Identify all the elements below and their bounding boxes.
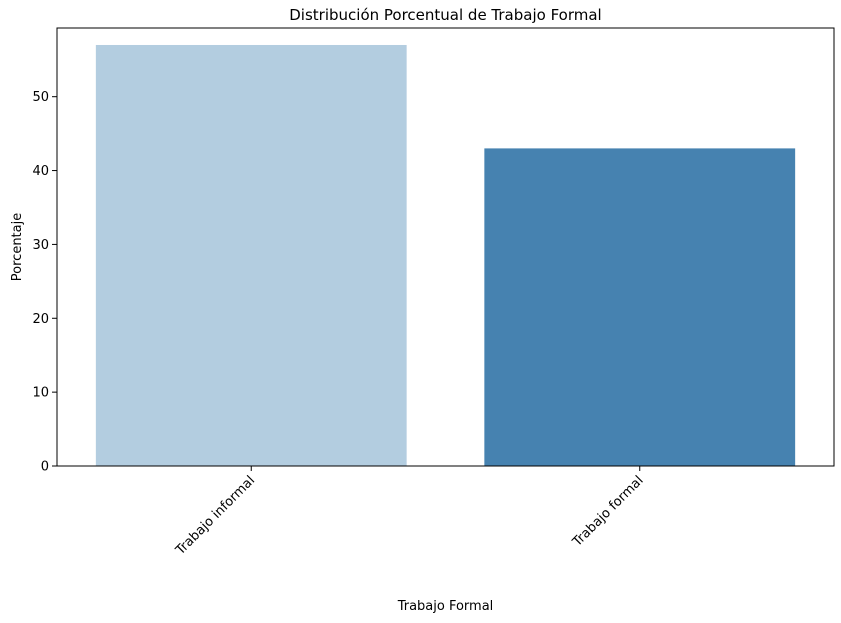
x-tick-label: Trabajo formal: [569, 473, 646, 550]
bar-1: [95, 44, 407, 467]
y-tick-label: 50: [32, 90, 49, 105]
y-axis-title: Porcentaje: [10, 213, 25, 281]
y-tick-label: 0: [41, 460, 49, 475]
y-tick-label: 40: [32, 164, 49, 179]
bar-2: [484, 148, 796, 467]
bars-group: [95, 44, 796, 467]
y-axis: 0 10 20 30 40 50: [32, 90, 57, 475]
y-tick-label: 30: [32, 238, 49, 253]
x-tick-label: Trabajo informal: [173, 473, 259, 559]
y-tick-label: 20: [32, 312, 49, 327]
x-axis-title: Trabajo Formal: [397, 599, 494, 614]
x-axis: Trabajo informal Trabajo formal: [173, 466, 647, 559]
y-tick-label: 10: [32, 386, 49, 401]
chart-title: Distribución Porcentual de Trabajo Forma…: [289, 6, 601, 24]
plot-frame: [56, 27, 835, 467]
